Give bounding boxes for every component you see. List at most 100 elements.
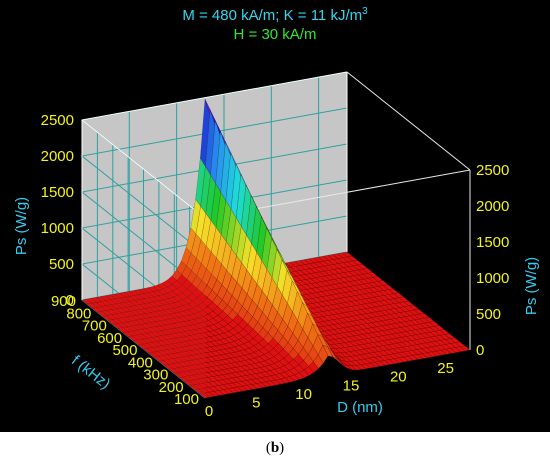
surface-facet [318, 326, 330, 332]
surface-facet [349, 350, 361, 356]
surface-facet [295, 270, 307, 276]
z-tick-label-left: 0 [66, 292, 74, 309]
surface-facet [327, 346, 338, 361]
surface-facet [428, 321, 440, 327]
z-tick-label-left: 2000 [41, 148, 74, 165]
surface-facet [367, 327, 378, 333]
header-line-1-text: M = 480 kA/m; K = 11 kJ/m [182, 7, 363, 24]
surface-facet [334, 338, 346, 344]
surface-facet [336, 302, 348, 309]
surface-facet [266, 227, 277, 247]
surface-facet [347, 260, 359, 267]
surface-facet [333, 328, 345, 334]
surface-facet [355, 359, 366, 365]
surface-facet [339, 287, 351, 293]
surface-facet [340, 360, 352, 367]
surface-facet [373, 346, 385, 352]
caption-close: ) [279, 440, 285, 456]
surface-facet [323, 325, 335, 331]
surface-facet [322, 344, 334, 358]
surface-facet [376, 320, 387, 327]
surface-facet [420, 337, 432, 344]
surface-facet [393, 352, 404, 359]
surface-facet [382, 284, 394, 290]
surface-facet [359, 288, 370, 295]
surface-facet [331, 303, 343, 310]
surface-facet [320, 285, 332, 292]
surface-facet [386, 328, 398, 335]
z-tick-label-right: 2500 [476, 162, 509, 179]
surface-facet [300, 274, 312, 280]
surface-facet [414, 318, 426, 325]
surface-facet [431, 350, 443, 357]
surface-facet [387, 343, 399, 350]
surface-facet [344, 351, 356, 357]
surface-facet [445, 343, 456, 349]
surface-facet [319, 330, 331, 337]
surface-facet [305, 273, 316, 279]
surface-facet [325, 289, 337, 296]
surface-facet [395, 317, 406, 323]
surface-facet [367, 272, 379, 278]
surface-facet [364, 297, 376, 304]
surface-facet [328, 329, 340, 335]
surface-facet [389, 313, 401, 319]
surface-facet [406, 340, 418, 346]
surface-facet [395, 327, 407, 333]
surface-facet [352, 269, 364, 276]
surface-facet [364, 292, 376, 299]
surface-facet [385, 323, 397, 330]
surface-facet [336, 307, 348, 314]
box-edge [346, 71, 471, 171]
surface-facet [367, 332, 379, 338]
surface-facet [329, 339, 341, 345]
surface-facet [377, 335, 389, 341]
surface-facet [360, 303, 372, 309]
surface-facet [324, 274, 336, 281]
surface-facet [346, 255, 358, 262]
surface-facet [307, 312, 318, 328]
d-tick-label: 15 [343, 377, 360, 394]
surface-facet [454, 346, 466, 352]
surface-facet [369, 296, 381, 303]
surface-facet [314, 271, 326, 278]
surface-facet [392, 347, 404, 354]
surface-facet [364, 357, 376, 364]
surface-facet [337, 317, 349, 324]
surface-facet [313, 261, 325, 268]
d-tick-label: 10 [295, 386, 312, 403]
surface-facet [340, 356, 352, 362]
f-axis-label: f (kHz) [68, 352, 113, 393]
surface-facet [339, 277, 350, 283]
surface-facet [405, 330, 417, 336]
surface-facet [353, 279, 365, 286]
surface-facet [341, 311, 353, 318]
surface-facet [377, 280, 389, 286]
surface-facet [338, 272, 350, 278]
z-axis-label-right: Ps (W/g) [523, 257, 540, 315]
f-tick-label: 800 [66, 305, 91, 322]
surface-facet [324, 339, 336, 345]
surface-facet [426, 346, 437, 353]
surface-facet [355, 304, 367, 310]
z-tick-label-left: 500 [49, 256, 74, 273]
surface-facet [406, 335, 417, 341]
surface-facet [408, 304, 420, 311]
surface-facet [434, 330, 446, 336]
surface-facet [352, 259, 363, 266]
surface-facet [361, 313, 372, 319]
box-edge [81, 119, 206, 219]
surface-facet [401, 336, 413, 342]
surface-facet [430, 345, 442, 352]
surface-facet [344, 281, 355, 287]
surface-facet [344, 286, 356, 292]
surface-facet [365, 302, 376, 309]
surface-facet [339, 347, 351, 353]
surface-facet [408, 309, 420, 316]
surface-facet [366, 322, 378, 328]
z-tick-label-right: 500 [476, 306, 501, 323]
surface-facet [301, 284, 312, 290]
surface-facet [357, 334, 369, 340]
surface-facet [398, 296, 409, 303]
surface-facet [378, 345, 389, 351]
